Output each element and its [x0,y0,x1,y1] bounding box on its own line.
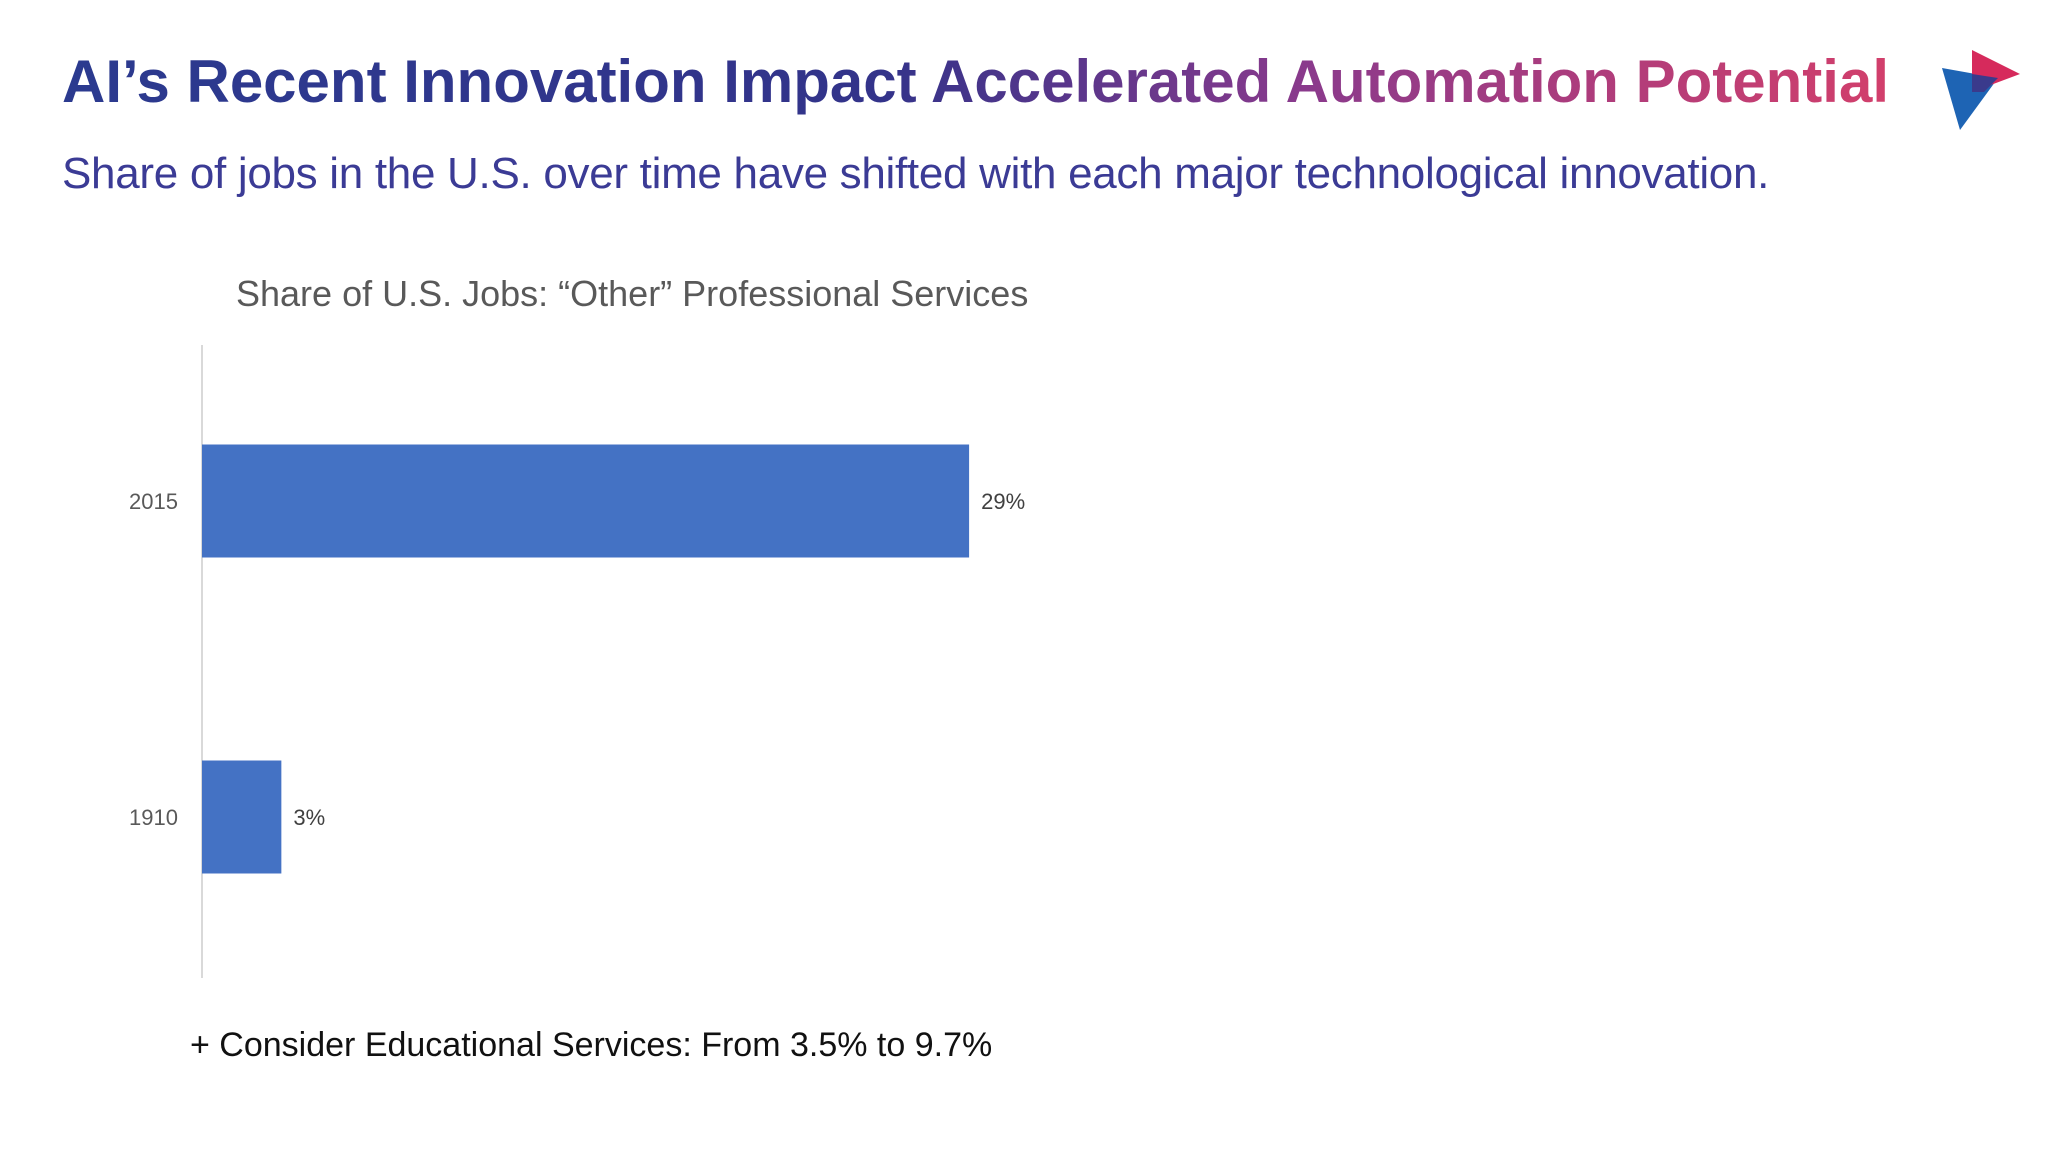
data-label-2015: 29% [981,489,1025,514]
data-label-1910: 3% [293,805,325,830]
bar-chart-svg: Share of U.S. Jobs: “Other” Professional… [129,273,1028,978]
y-tick-label-1910: 1910 [129,805,178,830]
bar-1910 [202,760,282,874]
chart-title: Share of U.S. Jobs: “Other” Professional… [236,273,1028,314]
bars-group: 2015 29% 1910 3% [129,444,1025,874]
slide-title: AI’s Recent Innovation Impact Accelerate… [62,44,1889,120]
slide-subtitle: Share of jobs in the U.S. over time have… [62,149,1770,198]
y-tick-label-2015: 2015 [129,489,178,514]
play-triangle-logo-icon [1942,50,2020,130]
footnote: + Consider Educational Services: From 3.… [190,1026,993,1064]
bar-chart: Share of U.S. Jobs: “Other” Professional… [0,250,1200,1010]
bar-2015 [202,444,970,558]
